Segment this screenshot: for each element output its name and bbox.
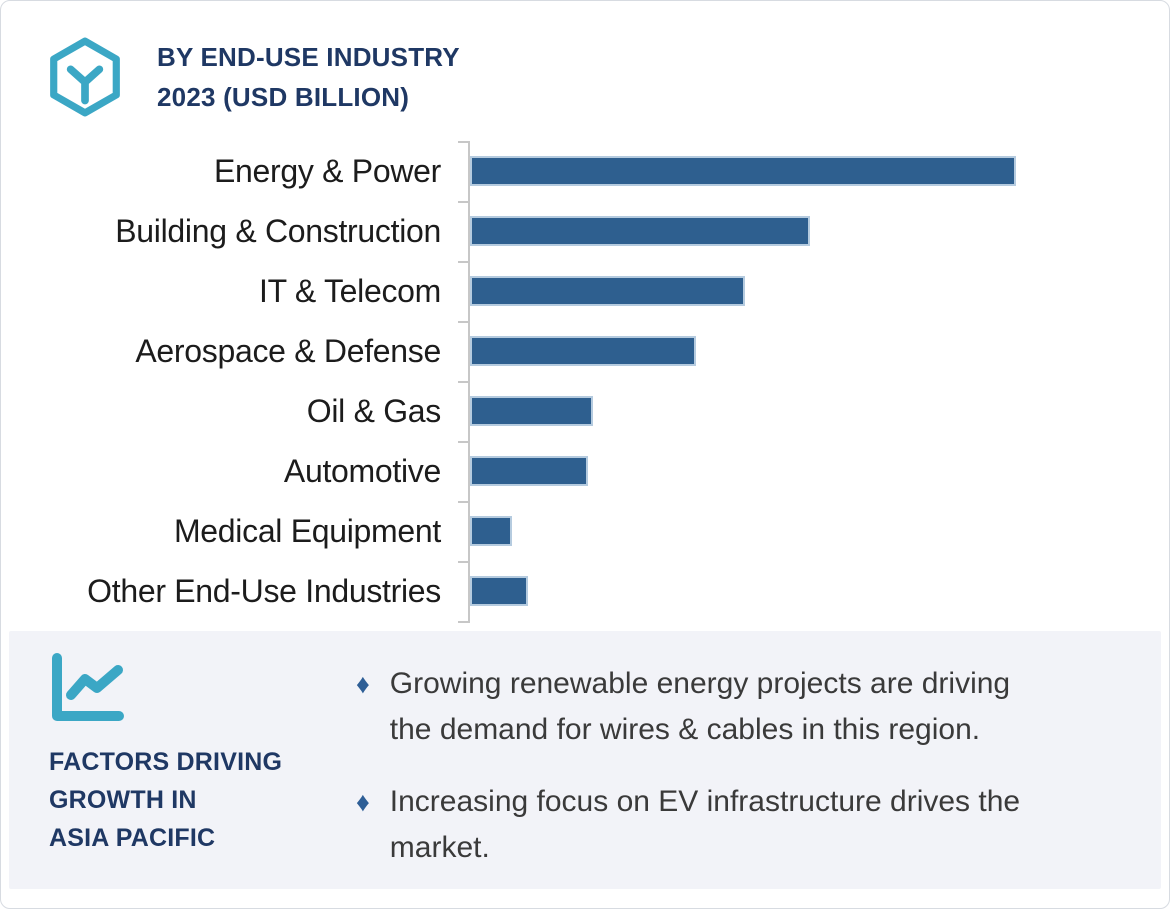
chart-row: IT & Telecom: [1, 261, 1169, 321]
bar-label: Building & Construction: [115, 213, 441, 249]
bar-label: Automotive: [283, 453, 441, 489]
bar-label: Other End-Use Industries: [87, 573, 441, 609]
axis-tick: [458, 441, 468, 443]
bar-label: Medical Equipment: [173, 513, 441, 549]
axis-tick: [458, 561, 468, 563]
bar: [470, 276, 745, 306]
factor-bullet: ♦ Growing renewable energy projects are d…: [356, 661, 1151, 753]
bar-area: [470, 156, 1169, 186]
axis-tick: [458, 621, 468, 623]
line-chart-icon: [52, 653, 124, 721]
bar: [470, 396, 593, 426]
bar-area: [470, 336, 1169, 366]
factor-bullet-text: Increasing focus on EV infrastructure dr…: [389, 785, 1021, 864]
chart-row: Automotive: [1, 441, 1169, 501]
axis-tick: [458, 201, 468, 203]
bar: [470, 156, 1016, 186]
bar-label: Aerospace & Defense: [135, 333, 441, 369]
axis-tick: [458, 261, 468, 263]
bar-label: Oil & Gas: [306, 393, 442, 429]
bar: [470, 216, 810, 246]
factors-panel: FACTORS DRIVING GROWTH IN ASIA PACIFIC ♦…: [9, 631, 1161, 889]
bar: [470, 456, 588, 486]
bar-area: [470, 396, 1169, 426]
bar-area: [470, 516, 1169, 546]
factors-bullet-list: ♦ Growing renewable energy projects are d…: [356, 661, 1151, 897]
page-title: BY END-USE INDUSTRY 2023 (USD BILLION): [157, 42, 460, 112]
axis-tick: [458, 321, 468, 323]
factors-heading: FACTORS DRIVING GROWTH IN ASIA PACIFIC: [49, 748, 283, 852]
factor-bullet-text: Growing renewable energy projects are dr…: [389, 667, 1011, 746]
bar-area: [470, 576, 1169, 606]
bar: [470, 576, 528, 606]
diamond-bullet-icon: ♦: [356, 787, 370, 817]
axis-tick: [458, 501, 468, 503]
chart-row: Energy & Power: [1, 141, 1169, 201]
diamond-bullet-icon: ♦: [356, 669, 370, 699]
bar-area: [470, 216, 1169, 246]
chart-row: Aerospace & Defense: [1, 321, 1169, 381]
bar: [470, 336, 696, 366]
factor-bullet: ♦ Increasing focus on EV infrastructure d…: [356, 779, 1151, 871]
bar: [470, 516, 512, 546]
chart-rows: Energy & Power Building & Construction IT …: [1, 141, 1169, 623]
bar-area: [470, 456, 1169, 486]
hexagon-cube-icon: [50, 37, 120, 117]
chart-row: Building & Construction: [1, 201, 1169, 261]
chart-row: Other End-Use Industries: [1, 561, 1169, 621]
chart-row: Medical Equipment: [1, 501, 1169, 561]
end-use-industry-bar-chart: Energy & Power Building & Construction IT …: [1, 141, 1169, 623]
chart-row: Oil & Gas: [1, 381, 1169, 441]
chart-category-axis: [468, 141, 470, 623]
axis-tick: [458, 381, 468, 383]
bar-label: Energy & Power: [213, 153, 441, 189]
axis-tick: [458, 141, 468, 143]
bar-label: IT & Telecom: [259, 273, 441, 309]
bar-area: [470, 276, 1169, 306]
